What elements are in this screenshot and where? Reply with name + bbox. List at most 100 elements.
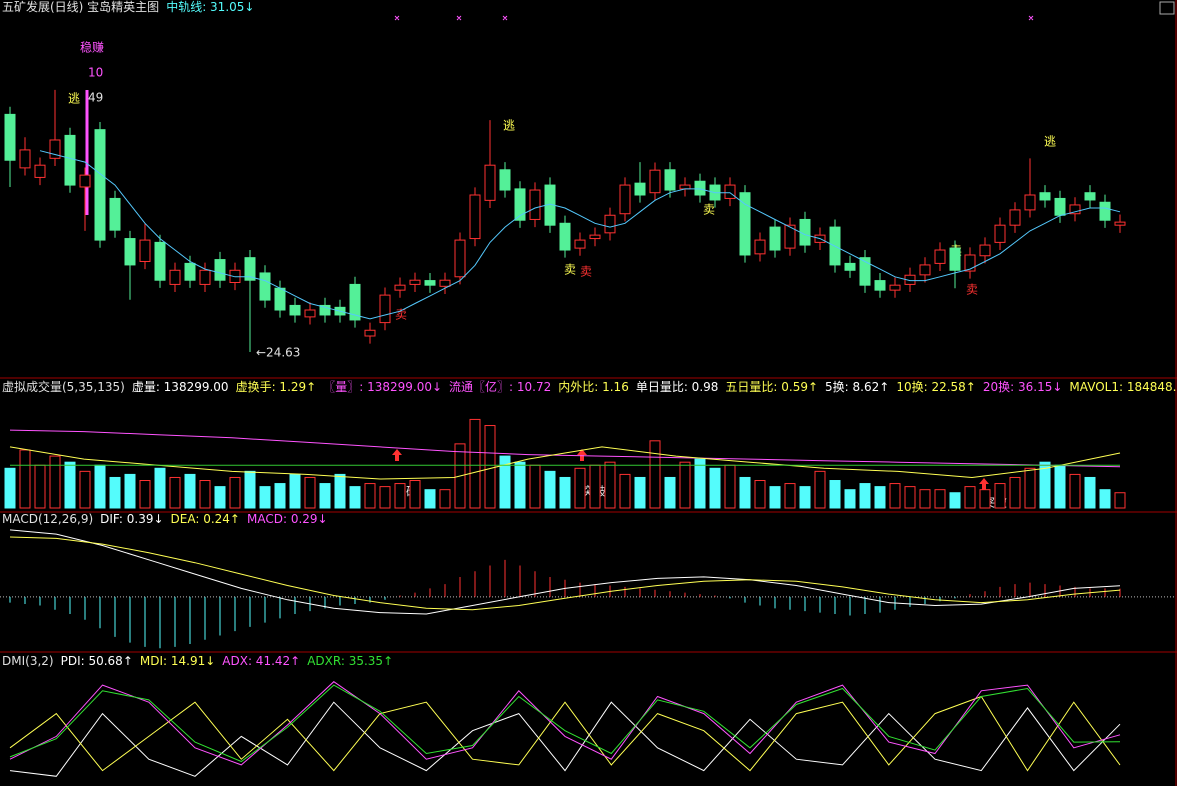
volume-bar: [364, 483, 376, 509]
volume-bar: [1084, 476, 1096, 509]
candle-body: [439, 279, 451, 287]
candle-body: [1099, 201, 1111, 221]
annotation: 逃: [1044, 135, 1056, 149]
candle-body: [4, 113, 16, 161]
legend-item: PDI: 50.68↑: [60, 654, 133, 668]
volume-bar: [814, 470, 826, 509]
volume-bar: [109, 476, 121, 509]
volume-bar: [484, 425, 496, 509]
volume-bar: [1009, 476, 1021, 509]
candle-body: [934, 249, 946, 264]
volume-bar: [49, 455, 61, 509]
candle-body: [49, 139, 61, 159]
volume-bar: [859, 483, 871, 509]
marker: [394, 15, 1034, 21]
candle-body: [1024, 194, 1036, 211]
indicator-line: [9, 429, 1121, 468]
candle-body: [649, 169, 661, 194]
legend-item: 虚换手: 1.29↑: [235, 380, 317, 394]
volume-bar: [319, 483, 331, 509]
volume-bar: [1114, 492, 1126, 509]
volume-bar: [709, 467, 721, 509]
legend-item: 10换: 22.58↑: [896, 380, 976, 394]
legend-item: 20换: 36.15↓: [982, 380, 1063, 394]
annotation: ←24.63: [256, 346, 300, 360]
volume-bar: [889, 483, 901, 509]
volume-bar: [559, 476, 571, 509]
volume-bar: [244, 470, 256, 509]
window-button[interactable]: [1159, 1, 1175, 15]
candle-body: [289, 304, 301, 316]
volume-bar: [139, 480, 151, 509]
candle-body: [874, 280, 886, 291]
candle-body: [364, 329, 376, 337]
volume-bar: [874, 486, 886, 509]
candle-body: [784, 224, 796, 249]
candle-body: [754, 239, 766, 255]
volume-bar: [64, 461, 76, 509]
volume-bar: [499, 455, 511, 509]
indicator-line: [9, 701, 1121, 777]
legend-item: MACD(12,26,9): [2, 512, 94, 526]
candle-body: [889, 284, 901, 291]
legend-item: 〖量〗: 138299.00↓: [323, 380, 443, 394]
annotation: 卖: [395, 308, 407, 322]
legend-item: DMI(3,2): [2, 654, 54, 668]
volume-bar: [19, 449, 31, 509]
candle-body: [349, 283, 361, 321]
candle-body: [634, 182, 646, 196]
candle-body: [109, 197, 121, 231]
volume-bar: [514, 461, 526, 509]
candle-body: [454, 239, 466, 278]
candle-body: [589, 234, 601, 240]
top-markers: [394, 15, 1034, 21]
candle-body: [619, 184, 631, 215]
annotation: 逃: [68, 92, 80, 106]
volume-bar: [844, 489, 856, 509]
legend-item: 流通〖亿〗: 10.72: [449, 380, 552, 394]
volume-bar: [544, 470, 556, 509]
volume-bar: [754, 480, 766, 509]
candle-body: [799, 218, 811, 246]
candle-body: [679, 184, 691, 190]
volume-bar: [769, 486, 781, 509]
pane-header: DMI(3,2) PDI: 50.68↑ MDI: 14.91↓ ADX: 41.42…: [2, 654, 400, 668]
volume-bar: [589, 464, 601, 509]
indicator-line: [9, 446, 1121, 480]
volume-bar: [94, 464, 106, 509]
legend-item: ADX: 41.42↑: [222, 654, 301, 668]
volume-bar: [1039, 461, 1051, 509]
indicator-line: [9, 529, 1121, 615]
volume-bar: [829, 480, 841, 509]
volume-bar: [784, 483, 796, 509]
legend-item: 虚量: 138299.00: [131, 380, 229, 394]
volume-bar: [79, 470, 91, 509]
candle-body: [529, 189, 541, 220]
legend-item: MDI: 14.91↓: [139, 654, 216, 668]
annotation: 卖: [966, 283, 978, 297]
volume-bar: [199, 480, 211, 509]
candle-body: [154, 241, 166, 281]
volume-bar: [919, 489, 931, 509]
candle-body: [844, 262, 856, 271]
indicator-line: [9, 695, 1121, 772]
candle-body: [139, 239, 151, 262]
candle-body: [964, 254, 976, 272]
volume-bar: [799, 486, 811, 509]
volume-bar: [289, 473, 301, 509]
volume-bar: [679, 461, 691, 509]
pane-header: MACD(12,26,9) DIF: 0.39↓ DEA: 0.24↑ MACD: 0…: [2, 512, 335, 526]
candle-body: [184, 262, 196, 281]
volume-bar: [379, 486, 391, 509]
volume-bar: [184, 473, 196, 509]
candle-body: [394, 284, 406, 291]
candle-body: [124, 238, 136, 266]
volume-bar: [664, 476, 676, 509]
candle-body: [304, 309, 316, 318]
candle-body: [424, 280, 436, 286]
volume-bar: [1054, 464, 1066, 509]
candle-body: [214, 259, 226, 281]
